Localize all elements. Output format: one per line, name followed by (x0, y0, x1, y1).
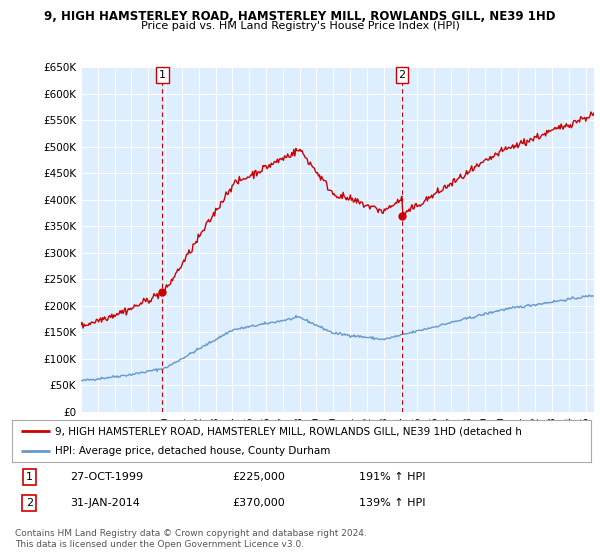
Text: 191% ↑ HPI: 191% ↑ HPI (359, 472, 426, 482)
Text: 31-JAN-2014: 31-JAN-2014 (70, 498, 140, 508)
Text: HPI: Average price, detached house, County Durham: HPI: Average price, detached house, Coun… (55, 446, 331, 456)
Text: 1: 1 (159, 70, 166, 80)
Text: 1: 1 (26, 472, 33, 482)
Text: 2: 2 (26, 498, 33, 508)
Text: 9, HIGH HAMSTERLEY ROAD, HAMSTERLEY MILL, ROWLANDS GILL, NE39 1HD (detached h: 9, HIGH HAMSTERLEY ROAD, HAMSTERLEY MILL… (55, 426, 522, 436)
Text: £370,000: £370,000 (232, 498, 285, 508)
Text: Contains HM Land Registry data © Crown copyright and database right 2024.
This d: Contains HM Land Registry data © Crown c… (15, 529, 367, 549)
Text: 2: 2 (398, 70, 406, 80)
Text: 27-OCT-1999: 27-OCT-1999 (70, 472, 143, 482)
Text: Price paid vs. HM Land Registry's House Price Index (HPI): Price paid vs. HM Land Registry's House … (140, 21, 460, 31)
Text: 139% ↑ HPI: 139% ↑ HPI (359, 498, 426, 508)
Text: £225,000: £225,000 (232, 472, 285, 482)
Text: 9, HIGH HAMSTERLEY ROAD, HAMSTERLEY MILL, ROWLANDS GILL, NE39 1HD: 9, HIGH HAMSTERLEY ROAD, HAMSTERLEY MILL… (44, 10, 556, 23)
